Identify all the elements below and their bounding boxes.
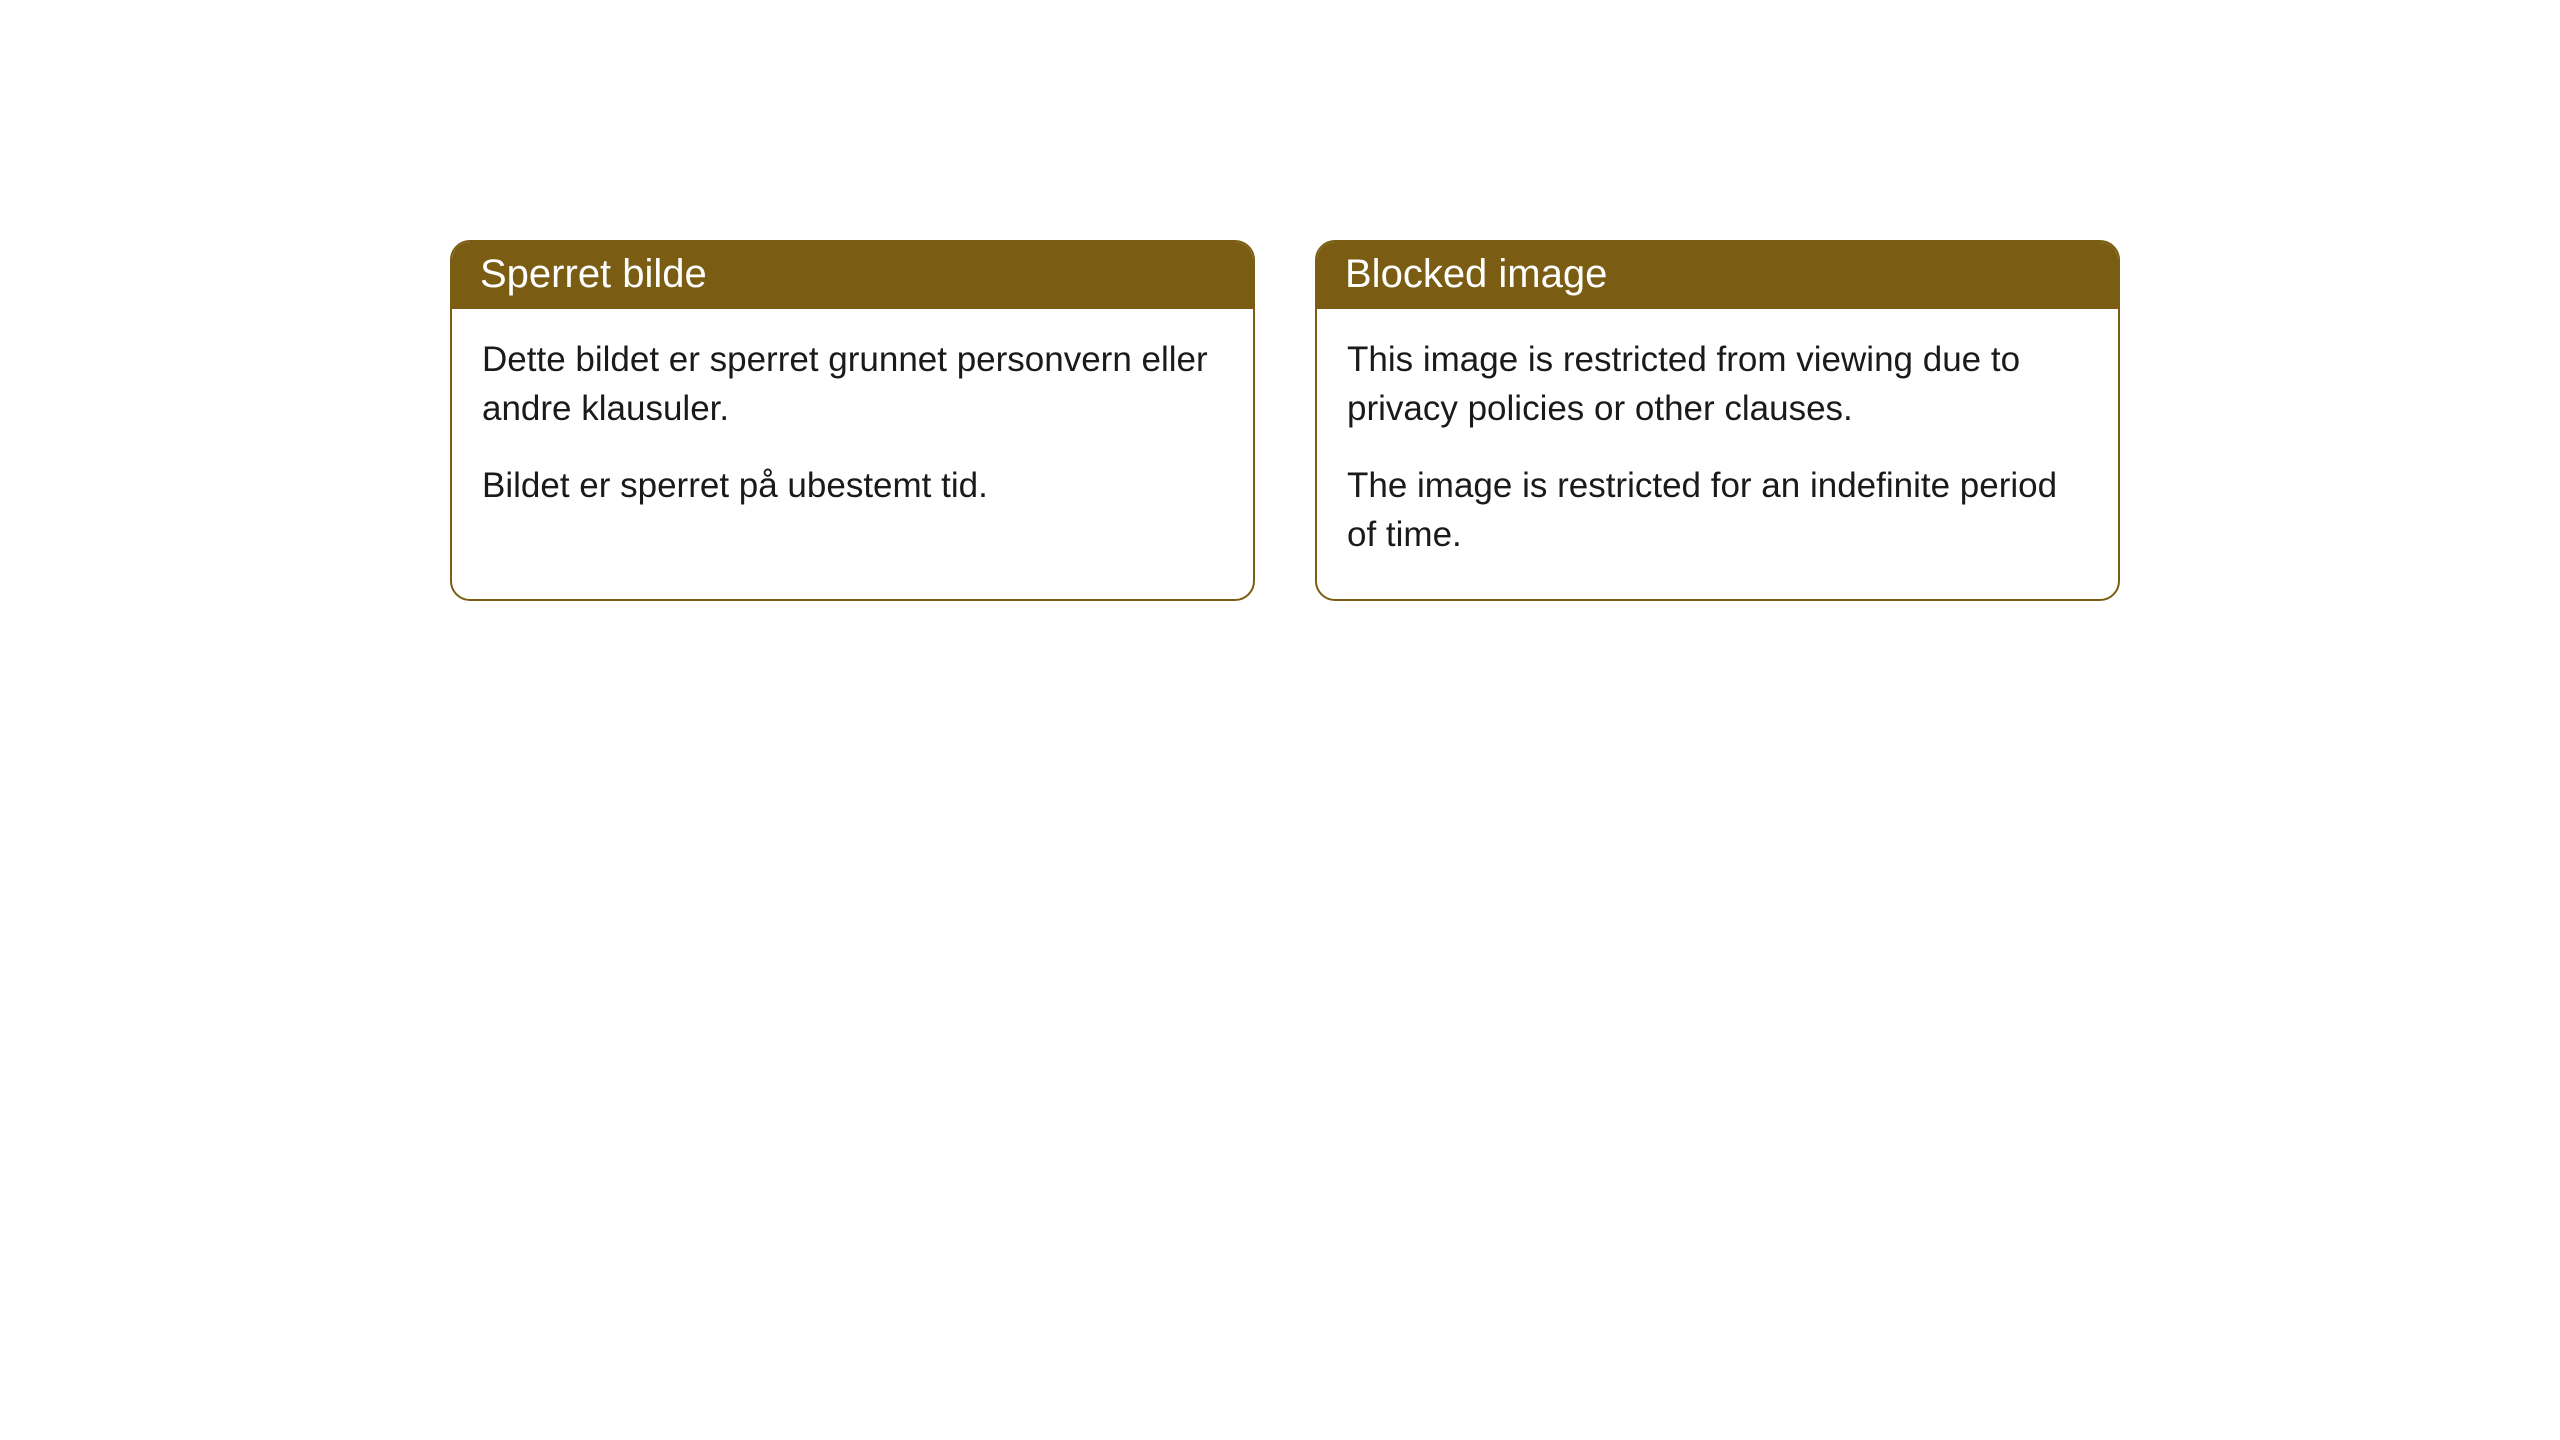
notice-card-english: Blocked image This image is restricted f… bbox=[1315, 240, 2120, 601]
card-paragraph: Bildet er sperret på ubestemt tid. bbox=[482, 461, 1223, 510]
card-header: Sperret bilde bbox=[452, 242, 1253, 309]
notice-card-norwegian: Sperret bilde Dette bildet er sperret gr… bbox=[450, 240, 1255, 601]
card-paragraph: The image is restricted for an indefinit… bbox=[1347, 461, 2088, 559]
notice-cards-container: Sperret bilde Dette bildet er sperret gr… bbox=[450, 240, 2560, 601]
card-paragraph: Dette bildet er sperret grunnet personve… bbox=[482, 335, 1223, 433]
card-title: Sperret bilde bbox=[480, 252, 707, 296]
card-body: Dette bildet er sperret grunnet personve… bbox=[452, 309, 1253, 550]
card-header: Blocked image bbox=[1317, 242, 2118, 309]
card-body: This image is restricted from viewing du… bbox=[1317, 309, 2118, 599]
card-paragraph: This image is restricted from viewing du… bbox=[1347, 335, 2088, 433]
card-title: Blocked image bbox=[1345, 252, 1607, 296]
